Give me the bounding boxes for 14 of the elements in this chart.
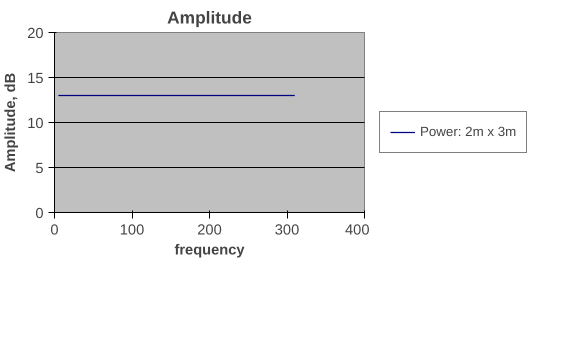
- chart-title: Amplitude: [167, 8, 252, 28]
- y-tick-label: 20: [27, 26, 44, 42]
- y-tick-label: 5: [35, 161, 44, 177]
- x-axis-title: frequency: [174, 242, 246, 258]
- y-tick-label: 10: [27, 116, 44, 132]
- x-tick-label: 300: [274, 222, 300, 238]
- y-axis-title: Amplitude, dB: [3, 72, 20, 172]
- y-tick-label: 0: [35, 206, 44, 222]
- x-tick-label: 400: [345, 222, 370, 238]
- y-tick-label: 15: [27, 71, 44, 87]
- legend-label: Power: 2m x 3m: [420, 124, 516, 139]
- x-tick-label: 100: [120, 222, 144, 238]
- x-tick-label: 200: [197, 222, 222, 238]
- x-tick-label: 0: [50, 222, 59, 238]
